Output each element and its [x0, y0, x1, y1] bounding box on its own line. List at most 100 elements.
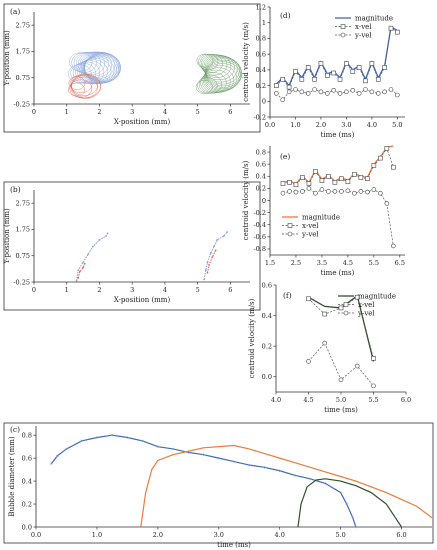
data-point-square — [354, 294, 360, 300]
series-line-green — [297, 478, 403, 528]
y-axis-title: Bubble diameter (mm) — [8, 436, 16, 516]
data-point-square — [332, 180, 338, 185]
data-point-square — [391, 164, 396, 170]
x-tick-label: 0.0 — [265, 121, 275, 129]
y-tick-label: 0.8 — [256, 35, 266, 43]
x-tick-label: 2 — [97, 286, 101, 294]
x-tick-label: 2.0 — [153, 531, 163, 539]
bubble-outline — [68, 76, 86, 90]
x-tick-label: 0 — [32, 286, 36, 294]
data-point-square — [331, 70, 336, 76]
y-axis-title: Y-position (mm) — [3, 208, 11, 265]
x-tick-label: 1 — [65, 108, 69, 116]
data-point — [95, 436, 99, 439]
y-tick-label: 0.8 — [22, 431, 32, 439]
bubble-outline — [73, 52, 102, 75]
x-tick-label: 4 — [163, 286, 167, 294]
data-point-square — [322, 311, 328, 317]
data-point — [110, 433, 114, 437]
data-point-square — [350, 69, 356, 74]
data-point-circle — [332, 189, 338, 194]
y-axis-title: centroid velocity (m/s) — [242, 160, 250, 240]
data-point-square — [287, 180, 292, 185]
data-point-circle — [287, 189, 292, 194]
x-tick-label: 2.5 — [291, 259, 301, 267]
x-tick-label: 5.0 — [335, 531, 345, 539]
data-point-circle — [280, 97, 286, 103]
data-point — [217, 456, 221, 460]
legend-label: y-vel — [354, 32, 372, 40]
data-point — [308, 477, 312, 481]
bubble-outline — [69, 52, 93, 72]
data-point-square — [306, 296, 311, 302]
trajectory-point — [82, 261, 84, 264]
y-tick-label: 0.4 — [262, 312, 272, 320]
data-point-circle — [331, 87, 336, 93]
data-point-square — [286, 84, 292, 90]
panel-label-b: (b) — [10, 185, 21, 194]
bubble-outline — [68, 82, 85, 97]
data-point — [247, 463, 251, 467]
chart-c — [33, 426, 433, 530]
x-tick-label: 5.0 — [336, 396, 346, 404]
y-tick-label: -0.25 — [13, 278, 30, 286]
trajectory-point — [209, 252, 212, 254]
data-point-square — [305, 65, 311, 70]
y-tick-label: 1.75 — [16, 226, 30, 234]
data-point-square — [340, 24, 346, 29]
trajectory-point — [92, 245, 94, 248]
data-point-circle — [300, 189, 305, 194]
x-tick-label: 0.0 — [31, 531, 41, 539]
data-point-square — [293, 69, 298, 74]
trajectory-point — [75, 279, 78, 282]
data-point-square — [345, 179, 351, 185]
panel-label-a: (a) — [10, 7, 20, 16]
x-tick-label: 5.0 — [392, 121, 402, 129]
series-line-x-vel — [276, 27, 398, 88]
x-tick-label: 5 — [196, 108, 200, 116]
data-point-square — [325, 73, 330, 78]
data-point-circle — [326, 189, 331, 194]
series-line-orange — [140, 444, 433, 528]
data-point-circle — [299, 89, 305, 95]
data-point-circle — [378, 190, 383, 196]
x-tick-label: 6.0 — [396, 531, 406, 539]
data-point-square — [339, 176, 344, 181]
data-point-circle — [340, 32, 346, 38]
y-tick-label: 2.75 — [16, 199, 30, 207]
data-point-square — [371, 356, 376, 361]
x-tick-label: 6.5 — [395, 259, 405, 267]
chart-b — [31, 190, 250, 285]
data-point — [65, 447, 68, 451]
data-point-circle — [365, 189, 370, 195]
chart-f — [273, 284, 407, 395]
y-tick-label: 0.4 — [22, 477, 32, 485]
data-point-circle — [280, 190, 286, 196]
data-point-square — [375, 76, 381, 82]
trajectory-point — [206, 261, 209, 264]
data-point-square — [337, 76, 343, 82]
trajectory-point — [216, 239, 219, 241]
y-tick-label: -0.25 — [13, 100, 30, 108]
y-tick-label: 1.75 — [16, 48, 30, 56]
trajectory-point — [87, 253, 89, 256]
data-point-square — [365, 176, 370, 181]
data-point-square — [312, 76, 317, 82]
data-point-circle — [382, 89, 387, 95]
x-tick-label: 6 — [228, 108, 232, 116]
y-tick-label: 0 — [262, 197, 266, 205]
series-line-blue — [50, 434, 357, 528]
data-point-circle — [338, 377, 344, 383]
trajectory-line — [77, 263, 86, 279]
data-point — [278, 469, 281, 473]
y-axis-title: centroid velocity (m/s) — [242, 22, 250, 102]
data-point-square — [318, 61, 324, 66]
y-tick-label: 0.6 — [262, 281, 272, 289]
data-point-circle — [388, 87, 394, 92]
data-point-circle — [369, 89, 375, 95]
x-tick-label: 5 — [196, 286, 200, 294]
trajectory-line — [203, 231, 228, 280]
x-tick-label: 4 — [163, 108, 167, 116]
data-point-circle — [322, 340, 328, 346]
